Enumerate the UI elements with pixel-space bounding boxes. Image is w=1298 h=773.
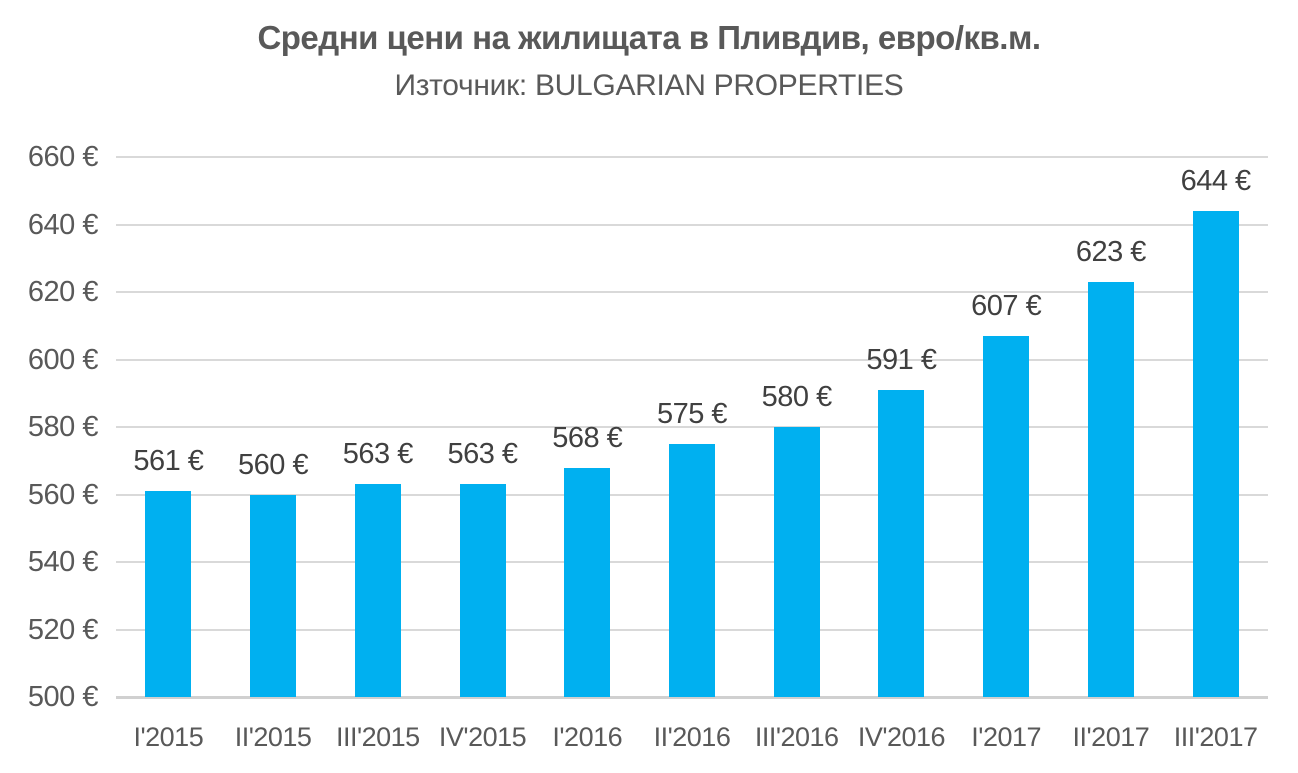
x-axis-category-label: III'2017 (1173, 722, 1258, 752)
bar (354, 484, 401, 697)
horizontal-gridline (116, 223, 1268, 226)
x-axis-category-label: III'2015 (335, 722, 420, 752)
bar (459, 484, 506, 697)
x-axis-category-label: II'2017 (1072, 722, 1150, 752)
bar (1087, 281, 1134, 697)
y-axis-tick-label: 560 € (27, 478, 99, 511)
bar (773, 427, 820, 697)
bar-value-label: 575 € (656, 397, 728, 430)
bar (564, 467, 611, 697)
y-axis-tick-label: 620 € (27, 276, 99, 308)
horizontal-gridline (116, 426, 1268, 428)
x-axis-category-label: II'2016 (653, 722, 731, 752)
x-axis-line (116, 696, 1268, 699)
bar-value-label: 591 € (866, 343, 937, 376)
bar-value-label: 623 € (1075, 235, 1147, 268)
y-axis-tick-label: 600 € (27, 343, 99, 376)
bar-value-label: 560 € (238, 448, 309, 481)
bar-value-label: 563 € (342, 438, 414, 471)
chart-subtitle: Източник: BULGARIAN PROPERTIES (394, 69, 904, 102)
bar (145, 491, 192, 697)
bar (1192, 211, 1239, 697)
y-axis-tick-label: 640 € (27, 208, 99, 241)
x-axis-category-label: I'2016 (552, 722, 623, 752)
bar-value-label: 644 € (1180, 165, 1252, 197)
y-axis-tick-label: 500 € (27, 681, 99, 713)
x-axis-category-label: II'2015 (234, 722, 312, 752)
bar (250, 494, 297, 697)
bar (878, 389, 925, 697)
horizontal-gridline (116, 156, 1268, 158)
x-axis-category-label: IV'2015 (438, 722, 527, 752)
bar-value-label: 563 € (447, 438, 518, 471)
y-axis-tick-label: 540 € (27, 546, 99, 578)
horizontal-gridline (116, 291, 1268, 293)
bar (983, 335, 1030, 697)
bar-value-label: 580 € (761, 381, 833, 413)
chart-title: Средни цени на жилищата в Пливдив, евро/… (257, 19, 1041, 56)
x-axis-category-label: I'2015 (133, 722, 204, 752)
x-axis-category-label: III'2016 (754, 722, 839, 752)
y-axis-tick-label: 580 € (27, 411, 99, 443)
x-axis-category-label: I'2017 (971, 722, 1042, 752)
y-axis-tick-label: 660 € (27, 141, 99, 173)
x-axis-category-label: IV'2016 (857, 722, 946, 752)
bar-value-label: 568 € (552, 421, 623, 454)
bar-value-label: 607 € (971, 289, 1042, 322)
bar-value-label: 561 € (133, 445, 204, 478)
horizontal-gridline (116, 358, 1268, 361)
y-axis-tick-label: 520 € (27, 613, 99, 646)
bar (669, 443, 715, 697)
